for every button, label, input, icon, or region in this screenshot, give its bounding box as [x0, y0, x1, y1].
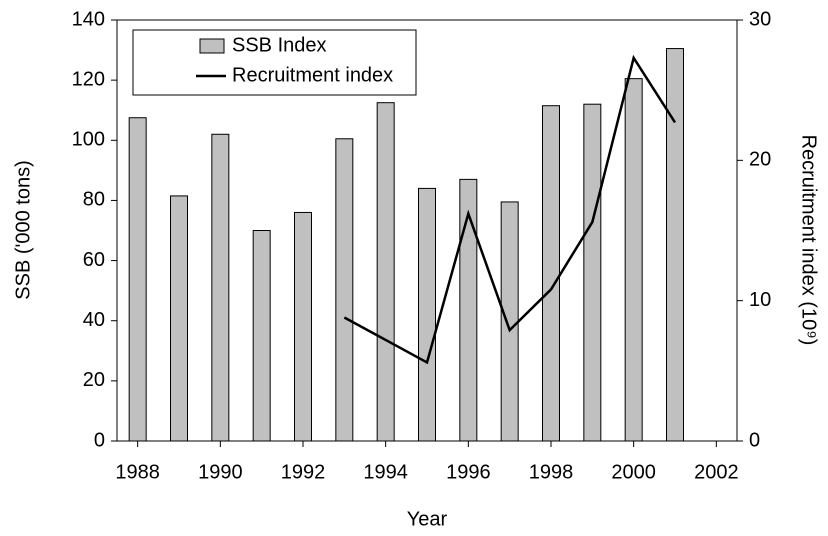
- y-tick-label: 140: [72, 8, 105, 30]
- bar: [666, 48, 684, 442]
- bar: [583, 103, 602, 442]
- y-tick-label: 20: [83, 369, 105, 391]
- bar: [459, 178, 478, 442]
- y-tick-label: 80: [83, 189, 105, 211]
- legend-box: [132, 29, 417, 96]
- x-axis-label: Year: [407, 508, 448, 530]
- y2-tick-label: 20: [749, 149, 771, 171]
- legend-swatch: [199, 38, 225, 54]
- x-tick-label: 2000: [611, 461, 656, 483]
- y-tick-label: 0: [94, 429, 105, 451]
- bar: [500, 201, 519, 442]
- bar: [335, 138, 354, 442]
- bar: [170, 195, 188, 442]
- y2-axis-label: Recruitment index (10⁹): [798, 135, 820, 346]
- bar: [294, 211, 312, 442]
- x-tick-label: 1996: [446, 461, 491, 483]
- y2-tick-label: 0: [749, 429, 760, 451]
- bar: [542, 105, 560, 442]
- x-tick-label: 1992: [281, 461, 326, 483]
- bar: [418, 187, 436, 442]
- legend-label: SSB Index: [232, 34, 327, 56]
- bar: [252, 230, 271, 442]
- y2-tick-label: 10: [749, 289, 771, 311]
- x-tick-label: 1988: [115, 461, 160, 483]
- bar: [128, 117, 147, 442]
- y-axis-label: SSB ('000 tons): [12, 160, 34, 299]
- y-tick-label: 40: [83, 309, 105, 331]
- line: [343, 54, 677, 365]
- bar: [624, 78, 643, 442]
- y2-tick-label: 30: [749, 8, 771, 30]
- bar: [376, 102, 395, 442]
- x-tick-label: 1994: [363, 461, 408, 483]
- y-tick-label: 120: [72, 68, 105, 90]
- y-tick-label: 60: [83, 249, 105, 271]
- x-tick-label: 2002: [694, 461, 739, 483]
- y-tick-label: 100: [72, 129, 105, 151]
- bar: [211, 133, 230, 442]
- legend-label: Recruitment index: [232, 64, 393, 86]
- x-tick-label: 1998: [529, 461, 574, 483]
- x-tick-label: 1990: [198, 461, 243, 483]
